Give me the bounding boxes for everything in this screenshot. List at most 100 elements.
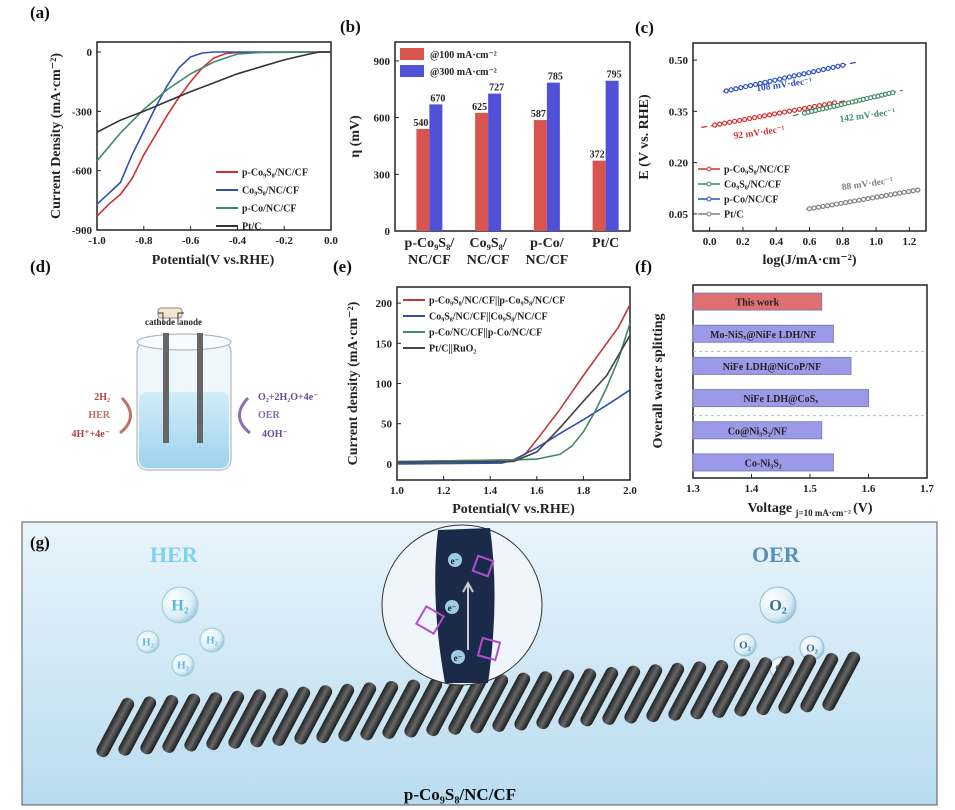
- bar-value-label: 625: [472, 102, 487, 113]
- x-tick-label: 1.2: [437, 485, 451, 497]
- oer-label: OER: [258, 410, 280, 421]
- data-point: [915, 187, 921, 193]
- x-tick-label: 0.0: [703, 236, 717, 248]
- her-product: 2H₂: [94, 392, 110, 403]
- nanorod: [602, 665, 641, 725]
- oer-arrow-icon: [238, 396, 251, 435]
- data-point: [727, 119, 733, 125]
- y-tick-label: 300: [374, 169, 391, 181]
- y-tick-label: 150: [376, 338, 393, 350]
- data-point: [781, 109, 788, 115]
- bar: [692, 292, 823, 311]
- plot-frame: [394, 41, 631, 232]
- o2-label: O₂: [769, 597, 786, 614]
- o2-label: O₂: [739, 640, 752, 652]
- h2-bubble: [171, 653, 195, 677]
- bar-value-label: 540: [413, 118, 428, 129]
- y-axis-label: E (V vs. RHE): [637, 94, 652, 180]
- cell-diagram: cathode anode 2H₂ HER 4H⁺+4e⁻ O₂+2H₂O+4e…: [72, 307, 318, 471]
- data-point: [879, 193, 885, 199]
- anode-electrode: [197, 333, 203, 443]
- x-tick-label: 1.4: [483, 485, 497, 497]
- bar: [605, 80, 619, 232]
- legend-label: p-Co₉S₈/NC/CF||p-Co₉S₈/NC/CF: [429, 296, 565, 307]
- x-tick-label: 1.2: [902, 236, 916, 248]
- data-point: [751, 115, 758, 121]
- y-tick-label: 50: [381, 419, 393, 431]
- x-tick-label: -0.2: [275, 235, 293, 247]
- panel-label-e: (e): [333, 257, 352, 276]
- data-point: [766, 112, 773, 118]
- data-point: [806, 206, 813, 212]
- cathode-electrode: [163, 333, 169, 443]
- nanorod: [250, 688, 289, 748]
- y-tick-label: 0.35: [669, 106, 689, 118]
- data-point: [771, 111, 778, 117]
- her-reactant: 4H⁺+4e⁻: [72, 429, 110, 440]
- legend-label: Co₉S₈/NC/CF: [242, 186, 299, 197]
- h2-label: H₂: [206, 635, 219, 647]
- data-point: [906, 188, 912, 195]
- anode-label: anode: [179, 317, 202, 327]
- series-line: [396, 389, 631, 465]
- data-point: [747, 82, 754, 89]
- x-tick-label: -1.0: [88, 235, 106, 247]
- data-point: [910, 188, 916, 194]
- panel-label-c: (c): [635, 18, 654, 37]
- x-tick-label: 1.6: [530, 485, 544, 497]
- h2-bubbles: H₂ H₂ H₂ H₂: [136, 586, 225, 677]
- x-tick-label: 1.4: [745, 483, 759, 495]
- bar: [592, 160, 606, 231]
- x-tick-label: 1.3: [686, 483, 700, 495]
- data-point: [847, 199, 853, 205]
- electron-label: e⁻: [454, 653, 463, 663]
- data-point: [811, 103, 818, 110]
- legend-label: Pt/C||RuO₂: [429, 344, 476, 355]
- bar: [692, 356, 852, 375]
- nanorod: [690, 660, 729, 720]
- series-line: [96, 51, 332, 162]
- h2-bubble: [161, 586, 199, 624]
- nanorod: [360, 681, 399, 741]
- y-tick-label: 900: [374, 56, 391, 68]
- data-point: [829, 202, 835, 208]
- chart-c-tafel-plot: 0.0 0.2 0.4 0.6 0.8 1.0 1.2 0.05 0.20 0.35 0.50 log…: [637, 42, 927, 268]
- nanorod: [580, 667, 619, 727]
- data-point: [767, 78, 773, 84]
- x-tick-label: 1.0: [869, 236, 883, 248]
- nanorod: [162, 693, 201, 753]
- y-tick-label: 0.50: [669, 55, 689, 67]
- x-tick-label: 1.5: [803, 483, 817, 495]
- data-point: [890, 89, 896, 96]
- legend-marker: [706, 181, 712, 187]
- nanorod: [712, 658, 751, 718]
- data-point: [806, 104, 813, 111]
- y-tick-label: 0.05: [669, 209, 689, 221]
- panel-label-g: (g): [30, 533, 50, 552]
- nanorod: [492, 672, 531, 732]
- data-point: [801, 71, 807, 77]
- legend-marker: [706, 211, 712, 217]
- nanorod: [756, 655, 795, 716]
- x-tick-label: 1.8: [577, 485, 591, 497]
- legend-label: p-Co/NC/CF: [724, 195, 778, 206]
- category-label: NC/CF: [408, 253, 451, 268]
- x-tick-label: 1.7: [920, 483, 934, 495]
- nanorod: [778, 654, 817, 714]
- legend-marker: [706, 196, 712, 202]
- bar-value-label: 795: [607, 70, 622, 81]
- o2-bubble: [759, 586, 797, 624]
- nanorod: [338, 682, 377, 742]
- oer-reactant: 4OH⁻: [262, 429, 288, 440]
- category-label: p-Co/: [530, 236, 565, 251]
- y-tick-label: -300: [72, 106, 93, 118]
- nanorod: [404, 678, 443, 738]
- h2-label: H₂: [171, 597, 188, 614]
- h2-label: H₂: [177, 660, 190, 672]
- data-point: [786, 108, 793, 114]
- electron-label: e⁻: [448, 603, 457, 613]
- data-point: [722, 120, 728, 126]
- legend-label: @300 mA·cm⁻²: [430, 67, 497, 78]
- data-point: [736, 117, 743, 124]
- y-axis-label: Overall water splitting: [651, 313, 666, 448]
